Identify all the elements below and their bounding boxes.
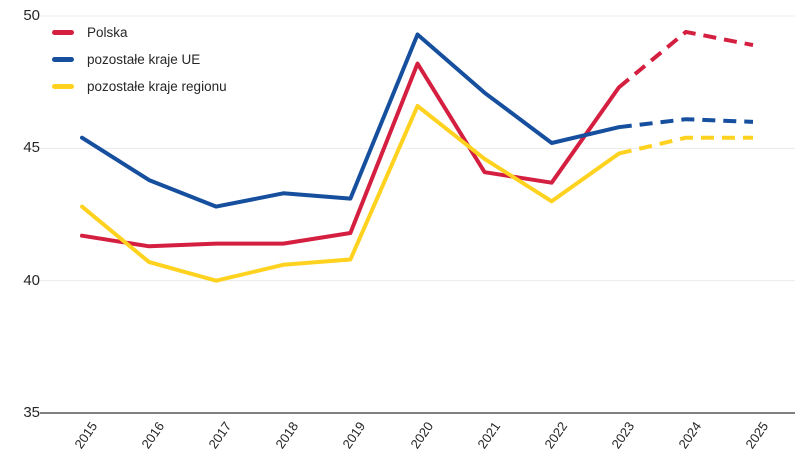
y-tick-label: 50	[23, 7, 40, 24]
series-line-solid	[80, 104, 621, 283]
series-line-dashed	[617, 29, 754, 90]
legend-item: pozostałe kraje UE	[52, 51, 227, 68]
legend-label: pozostałe kraje regionu	[87, 79, 227, 94]
legend: Polska pozostałe kraje UE pozostałe kraj…	[52, 24, 227, 95]
legend-line-swatch-icon	[52, 30, 74, 35]
legend-label: Polska	[87, 25, 128, 40]
legend-line-swatch-icon	[52, 57, 74, 62]
legend-label: pozostałe kraje UE	[87, 52, 201, 67]
legend-item: Polska	[52, 24, 227, 41]
y-tick-label: 45	[23, 139, 40, 157]
y-tick-label: 35	[23, 404, 40, 421]
series-line-dashed	[618, 117, 754, 130]
legend-line-swatch-icon	[52, 84, 74, 89]
series-line-solid	[80, 32, 621, 209]
series-line-dashed	[618, 135, 753, 156]
series-line-solid	[80, 61, 621, 249]
y-tick-label: 40	[23, 271, 40, 289]
legend-item: pozostałe kraje regionu	[52, 78, 227, 95]
